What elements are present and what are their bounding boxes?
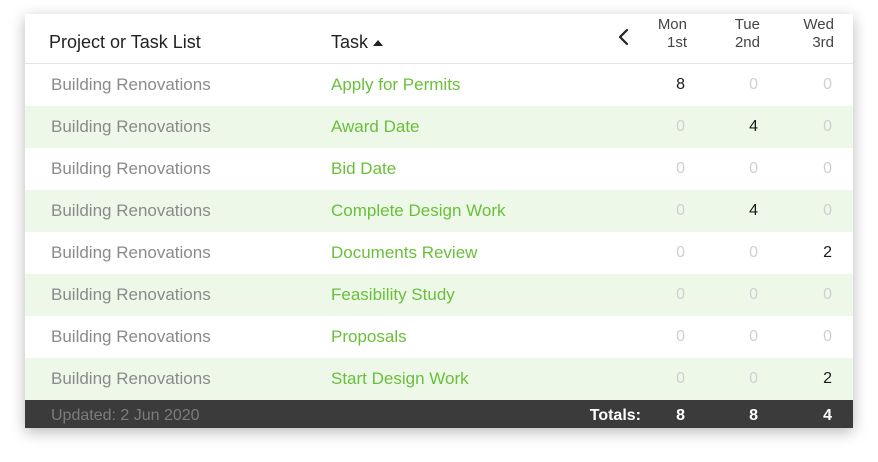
task-link[interactable]: Bid Date — [331, 159, 397, 178]
table-header: Project or Task List Task Mon 1st Tue 2n… — [25, 14, 853, 64]
column-header-task[interactable]: Task — [331, 32, 384, 53]
project-cell: Building Renovations — [51, 159, 211, 178]
hours-wed: 0 — [823, 286, 832, 303]
task-link[interactable]: Start Design Work — [331, 369, 469, 388]
task-link[interactable]: Proposals — [331, 327, 407, 346]
project-cell: Building Renovations — [51, 327, 211, 346]
hours-tue: 0 — [749, 370, 758, 387]
day-header-tue-dow: Tue — [734, 16, 760, 33]
hours-mon: 8 — [676, 76, 685, 93]
day-header-mon-dow: Mon — [657, 16, 687, 33]
project-cell: Building Renovations — [51, 285, 211, 304]
project-cell: Building Renovations — [51, 369, 211, 388]
task-link[interactable]: Award Date — [331, 117, 420, 136]
table-row: Building Renovations Apply for Permits 8… — [25, 64, 853, 106]
hours-wed: 0 — [823, 160, 832, 177]
hours-tue: 0 — [749, 244, 758, 261]
table-row: Building Renovations Complete Design Wor… — [25, 190, 853, 232]
hours-wed: 2 — [823, 370, 832, 387]
day-header-wed-date: 3rd — [812, 34, 834, 51]
table-row: Building Renovations Documents Review 0 … — [25, 232, 853, 274]
day-header-tue-date: 2nd — [734, 34, 760, 51]
project-cell: Building Renovations — [51, 75, 211, 94]
hours-wed: 0 — [823, 118, 832, 135]
hours-wed: 0 — [823, 202, 832, 219]
hours-mon: 0 — [676, 202, 685, 219]
hours-tue: 0 — [749, 76, 758, 93]
project-cell: Building Renovations — [51, 117, 211, 136]
day-header-tue: Tue 2nd — [700, 16, 760, 52]
table-row: Building Renovations Feasibility Study 0… — [25, 274, 853, 316]
day-header-mon: Mon 1st — [627, 16, 687, 52]
hours-mon: 0 — [676, 328, 685, 345]
project-cell: Building Renovations — [51, 201, 211, 220]
table-row: Building Renovations Start Design Work 0… — [25, 358, 853, 400]
previous-days-button[interactable] — [611, 24, 637, 50]
hours-wed: 0 — [823, 328, 832, 345]
hours-mon: 0 — [676, 160, 685, 177]
hours-mon: 0 — [676, 286, 685, 303]
timesheet-card: Project or Task List Task Mon 1st Tue 2n… — [25, 14, 853, 428]
totals-label: Totals: — [589, 407, 641, 424]
hours-tue: 4 — [749, 118, 758, 135]
total-wed: 4 — [823, 407, 832, 424]
task-link[interactable]: Documents Review — [331, 243, 478, 262]
hours-tue: 0 — [749, 286, 758, 303]
day-header-wed: Wed 3rd — [774, 16, 834, 52]
sort-ascending-icon — [373, 40, 384, 46]
task-link[interactable]: Feasibility Study — [331, 285, 455, 304]
hours-wed: 2 — [823, 244, 832, 261]
chevron-left-icon — [618, 28, 629, 46]
total-mon: 8 — [676, 407, 685, 424]
task-link[interactable]: Complete Design Work — [331, 201, 506, 220]
hours-wed: 0 — [823, 76, 832, 93]
hours-mon: 0 — [676, 370, 685, 387]
table-row: Building Renovations Award Date 0 4 0 — [25, 106, 853, 148]
column-header-project[interactable]: Project or Task List — [49, 32, 201, 52]
updated-timestamp: Updated: 2 Jun 2020 — [51, 407, 200, 424]
total-tue: 8 — [749, 407, 758, 424]
table-row: Building Renovations Bid Date 0 0 0 — [25, 148, 853, 190]
project-cell: Building Renovations — [51, 243, 211, 262]
task-link[interactable]: Apply for Permits — [331, 75, 461, 94]
day-header-wed-dow: Wed — [803, 16, 834, 33]
table-row: Building Renovations Proposals 0 0 0 — [25, 316, 853, 358]
hours-mon: 0 — [676, 118, 685, 135]
hours-mon: 0 — [676, 244, 685, 261]
task-rows: Building Renovations Apply for Permits 8… — [25, 64, 853, 400]
column-header-task-label: Task — [331, 32, 369, 52]
totals-footer: Updated: 2 Jun 2020 Totals: 8 8 4 — [25, 400, 853, 428]
hours-tue: 0 — [749, 160, 758, 177]
day-header-mon-date: 1st — [666, 34, 687, 51]
hours-tue: 0 — [749, 328, 758, 345]
hours-tue: 4 — [749, 202, 758, 219]
